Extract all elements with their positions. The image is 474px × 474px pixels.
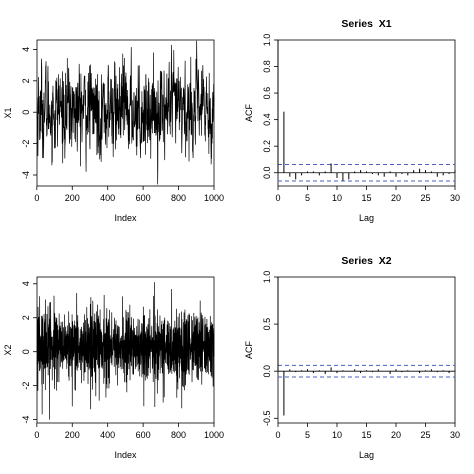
y-tick-label: 1.0 [262, 271, 272, 284]
x-tick-label: 25 [420, 430, 430, 440]
x-tick-label: 0 [275, 430, 280, 440]
y-axis-label: ACF [244, 340, 254, 359]
x-tick-label: 600 [136, 430, 151, 440]
x-tick-label: 5 [305, 193, 310, 203]
x-tick-label: 20 [391, 193, 401, 203]
y-tick-label: -4 [21, 416, 31, 424]
plot-frame [277, 276, 456, 424]
x-tick-label: 800 [171, 193, 186, 203]
x-tick-label: 400 [100, 193, 115, 203]
y-tick-label: 2 [21, 315, 31, 320]
y-tick-label: 0.4 [262, 113, 272, 126]
y-tick-label: -2 [21, 140, 31, 148]
x-tick-label: 30 [450, 430, 460, 440]
y-tick-label: 0.8 [262, 60, 272, 73]
y-tick-label: -4 [21, 171, 31, 179]
y-tick-label: 1.0 [262, 34, 272, 47]
y-tick-label: 4 [21, 47, 31, 52]
y-tick-label: 0 [21, 110, 31, 115]
x-tick-label: 0 [34, 193, 39, 203]
y-axis-label: X1 [3, 107, 13, 118]
panel-ts-x2: 0 200 400 600 800 1000 -4 -2 0 2 4 Index X2 [3, 276, 224, 460]
panel-acf-x1: 0 5 10 15 20 25 30 0.0 0.2 0.4 0.6 0.8 1.0 Lag ACF Seri… [244, 18, 460, 223]
x-tick-label: 200 [65, 193, 80, 203]
x-tick-label: 600 [136, 193, 151, 203]
x-tick-label: 20 [391, 430, 401, 440]
x-axis-label: Lag [359, 213, 374, 223]
series-line [36, 40, 215, 185]
chart-title: Series X2 [341, 255, 391, 267]
x-tick-label: 25 [420, 193, 430, 203]
y-tick-label: 0 [21, 349, 31, 354]
y-tick-label: -0.5 [262, 411, 272, 427]
y-tick-label: 0.2 [262, 140, 272, 153]
y-tick-label: -2 [21, 382, 31, 390]
y-tick-label: 0.0 [262, 365, 272, 378]
x-tick-label: 200 [65, 430, 80, 440]
x-tick-label: 0 [275, 193, 280, 203]
series-line [36, 282, 215, 420]
x-tick-label: 800 [171, 430, 186, 440]
x-tick-label: 10 [332, 430, 342, 440]
y-axis-label: ACF [244, 103, 254, 122]
x-tick-label: 5 [305, 430, 310, 440]
panel-ts-x1: 0 200 400 600 800 1000 -4 -2 0 2 4 Index X1 [3, 39, 224, 223]
x-tick-label: 1000 [204, 193, 224, 203]
panel-acf-x2: 0 5 10 15 20 25 30 -0.5 0.0 0.5 1.0 Lag ACF Series X2 [244, 255, 460, 460]
x-tick-label: 10 [332, 193, 342, 203]
y-axis-label: X2 [3, 344, 13, 355]
x-axis-label: Index [114, 450, 137, 460]
x-tick-label: 30 [450, 193, 460, 203]
y-tick-label: 2 [21, 78, 31, 83]
y-tick-label: 0.6 [262, 87, 272, 100]
x-tick-label: 0 [34, 430, 39, 440]
chart-title: Series X1 [341, 18, 391, 30]
x-tick-label: 1000 [204, 430, 224, 440]
x-tick-label: 15 [361, 193, 371, 203]
x-axis-label: Index [114, 213, 137, 223]
y-tick-label: 0.0 [262, 166, 272, 179]
y-tick-label: 4 [21, 281, 31, 286]
x-tick-label: 15 [361, 430, 371, 440]
x-axis-label: Lag [359, 450, 374, 460]
y-tick-label: 0.5 [262, 318, 272, 331]
x-tick-label: 400 [100, 430, 115, 440]
